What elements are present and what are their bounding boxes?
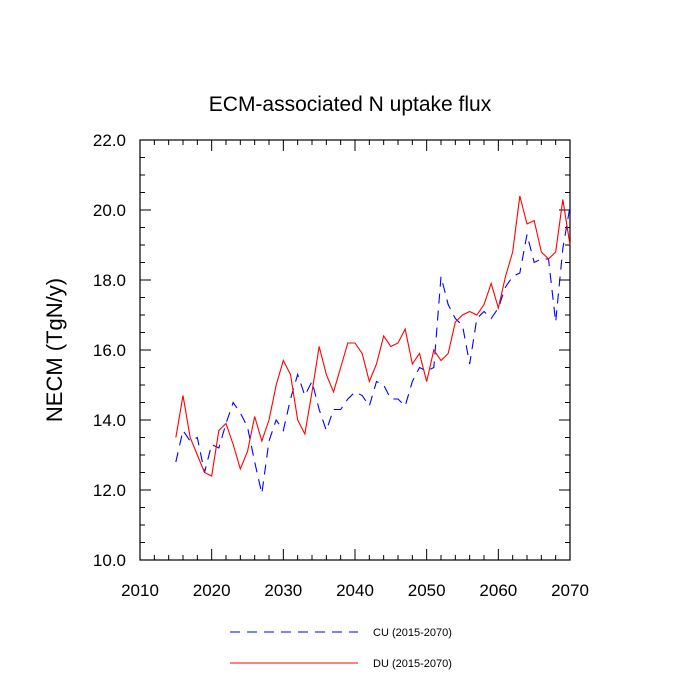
y-tick-label: 20.0 [93, 201, 126, 220]
plot-frame [139, 139, 571, 561]
x-tick-label: 2070 [551, 581, 589, 600]
y-tick-label: 10.0 [93, 551, 126, 570]
legend-label-du: DU (2015-2070) [373, 658, 452, 670]
x-tick-label: 2060 [479, 581, 517, 600]
x-tick-label: 2020 [193, 581, 231, 600]
x-tick-label: 2040 [336, 581, 374, 600]
series-group [175, 195, 571, 494]
x-tick-label: 2050 [408, 581, 446, 600]
series-line-cu [175, 206, 571, 494]
series-line-du [175, 195, 571, 477]
y-axis-label: NECM (TgN/y) [42, 278, 67, 422]
x-tick-label: 2030 [264, 581, 302, 600]
legend: CU (2015-2070) DU (2015-2070) [230, 627, 452, 670]
legend-label-cu: CU (2015-2070) [373, 627, 452, 639]
axes: 2010 2020 2030 2040 2050 2060 2070 10.0 12.0 14.0… [93, 131, 589, 600]
x-tick-label: 2010 [121, 581, 159, 600]
y-tick-label: 22.0 [93, 131, 126, 150]
y-tick-label: 18.0 [93, 271, 126, 290]
chart-title: ECM-associated N uptake flux [209, 93, 492, 116]
y-tick-label: 16.0 [93, 341, 126, 360]
y-tick-label: 12.0 [93, 481, 126, 500]
y-tick-label: 14.0 [93, 411, 126, 430]
